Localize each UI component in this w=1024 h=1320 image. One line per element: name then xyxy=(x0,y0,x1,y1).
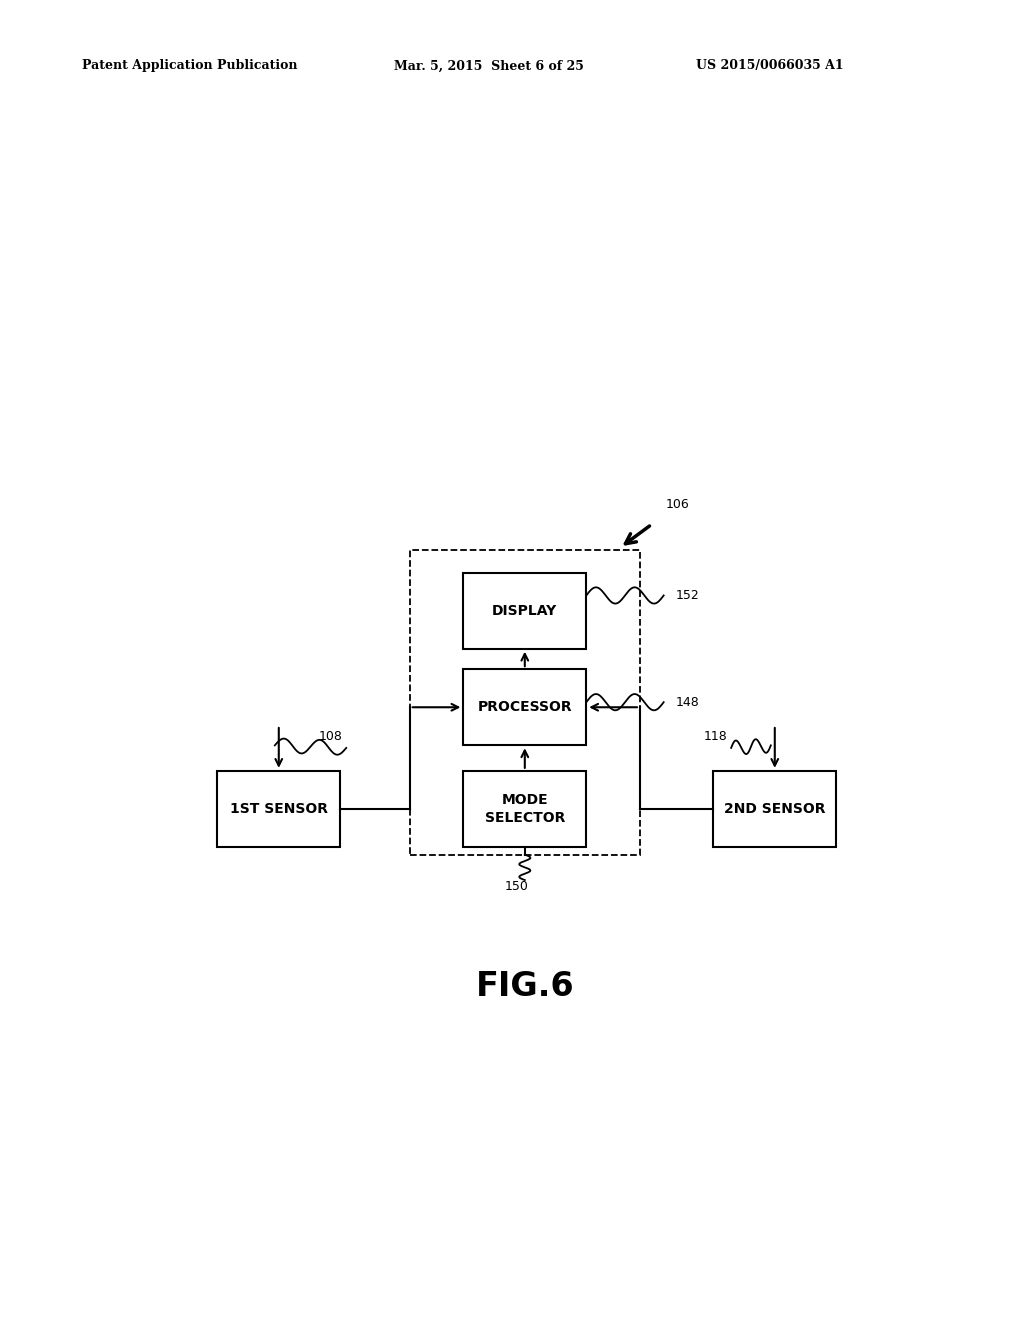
Text: DISPLAY: DISPLAY xyxy=(493,603,557,618)
Text: PROCESSOR: PROCESSOR xyxy=(477,700,572,714)
Bar xyxy=(410,549,640,854)
Text: 106: 106 xyxy=(666,498,689,511)
Text: FIG.6: FIG.6 xyxy=(475,970,574,1003)
Text: Mar. 5, 2015  Sheet 6 of 25: Mar. 5, 2015 Sheet 6 of 25 xyxy=(394,59,584,73)
Bar xyxy=(463,573,587,649)
Text: 148: 148 xyxy=(676,696,699,709)
Bar xyxy=(463,771,587,847)
Text: Patent Application Publication: Patent Application Publication xyxy=(82,59,297,73)
Bar xyxy=(714,771,837,847)
Bar xyxy=(463,669,587,746)
Text: 2ND SENSOR: 2ND SENSOR xyxy=(724,801,825,816)
Text: US 2015/0066035 A1: US 2015/0066035 A1 xyxy=(696,59,844,73)
Text: MODE
SELECTOR: MODE SELECTOR xyxy=(484,793,565,825)
Text: 108: 108 xyxy=(318,730,342,743)
Text: 1ST SENSOR: 1ST SENSOR xyxy=(229,801,328,816)
Text: 150: 150 xyxy=(505,880,528,894)
Bar xyxy=(217,771,340,847)
Text: 152: 152 xyxy=(676,589,699,602)
Text: 118: 118 xyxy=(703,730,727,743)
